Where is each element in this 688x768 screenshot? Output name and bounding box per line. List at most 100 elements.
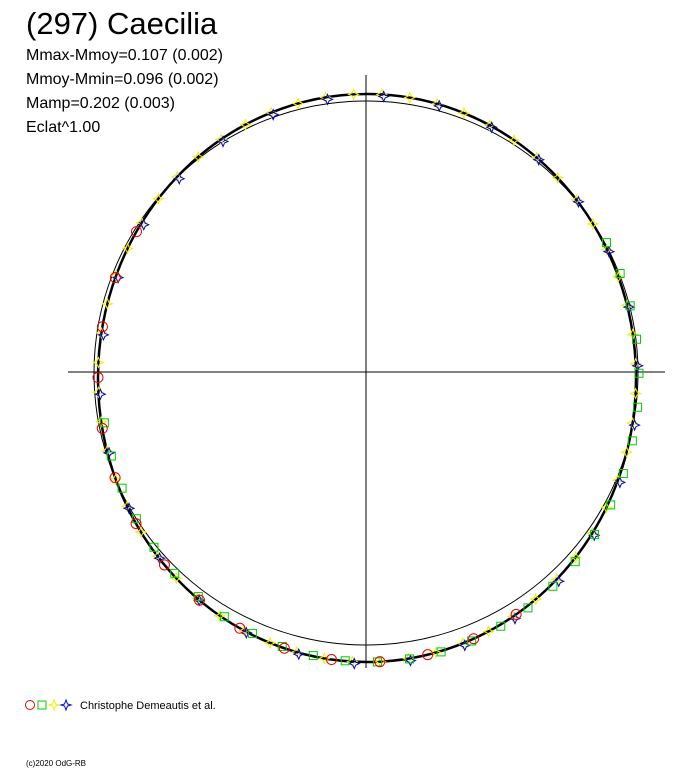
marker [121, 242, 134, 255]
marker [602, 245, 616, 258]
markers [92, 88, 644, 670]
marker [572, 195, 585, 209]
marker [634, 368, 644, 378]
legend-marker [25, 700, 35, 710]
marker [191, 150, 205, 164]
marker [340, 656, 350, 666]
legend-marker [59, 698, 73, 712]
marker [247, 628, 257, 638]
marker [325, 654, 337, 666]
marker [457, 106, 471, 120]
marker [422, 649, 434, 661]
marker [193, 594, 205, 606]
marker [152, 192, 165, 206]
marker [548, 581, 558, 591]
marker [234, 622, 246, 634]
marker [631, 359, 644, 373]
marker [278, 642, 290, 654]
marker [99, 418, 109, 428]
marker [600, 501, 613, 514]
marker [532, 153, 546, 166]
marker [170, 568, 180, 578]
marker [239, 118, 252, 131]
marker [348, 657, 361, 670]
marker [432, 99, 446, 113]
marker [109, 272, 121, 284]
marker [92, 372, 104, 384]
marker [96, 422, 108, 434]
legend-marker [37, 700, 47, 710]
stat-line: Mmoy-Mmin=0.096 (0.002) [26, 71, 219, 88]
marker [507, 133, 521, 147]
marker [377, 90, 390, 103]
marker [122, 502, 136, 515]
lightcurve [96, 92, 638, 664]
marker [130, 518, 142, 530]
marker [158, 559, 170, 571]
stat-line: Mmax-Mmoy=0.107 (0.002) [26, 47, 223, 64]
marker [347, 88, 360, 101]
marker [618, 469, 628, 479]
legend-label: Christophe Demeautis et al. [80, 700, 216, 712]
marker [510, 608, 522, 620]
marker [216, 135, 230, 148]
marker [97, 328, 110, 342]
marker [109, 472, 121, 484]
legend: Christophe Demeautis et al. [25, 698, 216, 712]
marker [627, 436, 637, 446]
marker [405, 654, 415, 664]
marker [586, 217, 600, 231]
marker [523, 603, 533, 613]
marker [587, 528, 601, 542]
stat-line: Eclat^1.00 [26, 119, 100, 136]
marker [485, 120, 498, 134]
marker [482, 625, 495, 638]
marker [263, 636, 277, 650]
legend-marker [47, 698, 61, 712]
marker [436, 647, 446, 657]
marker [92, 356, 105, 369]
marker [590, 529, 600, 539]
marker [625, 301, 635, 311]
marker [613, 476, 627, 489]
marker [131, 514, 141, 524]
marker [109, 472, 122, 486]
marker [628, 418, 641, 432]
marker [631, 334, 641, 344]
marker [620, 445, 633, 459]
marker [606, 500, 616, 510]
marker [569, 550, 582, 564]
marker [117, 483, 127, 493]
marker [101, 297, 114, 311]
marker [496, 621, 506, 631]
marker [277, 641, 287, 651]
stat-line: Mamp=0.202 (0.003) [26, 95, 175, 112]
marker [467, 636, 477, 646]
marker [321, 93, 334, 106]
marker [615, 268, 625, 278]
marker [291, 97, 305, 110]
marker [633, 402, 643, 412]
marker [552, 575, 566, 588]
marker [96, 321, 108, 333]
marker [601, 238, 611, 248]
marker [570, 557, 580, 567]
marker [106, 451, 116, 461]
marker [130, 226, 142, 238]
marker [266, 108, 280, 121]
marker [219, 612, 229, 622]
marker [137, 218, 151, 232]
marker [429, 646, 443, 659]
marker [308, 651, 318, 661]
marker [134, 525, 148, 539]
marker [629, 387, 642, 400]
footer: (c)2020 OdG-RB [26, 759, 86, 768]
marker [403, 91, 416, 104]
marker [292, 647, 306, 661]
title: (297) Caecilia [26, 6, 218, 41]
marker [374, 656, 386, 668]
marker [529, 592, 543, 606]
reference-circle [93, 100, 639, 646]
marker [94, 387, 107, 401]
